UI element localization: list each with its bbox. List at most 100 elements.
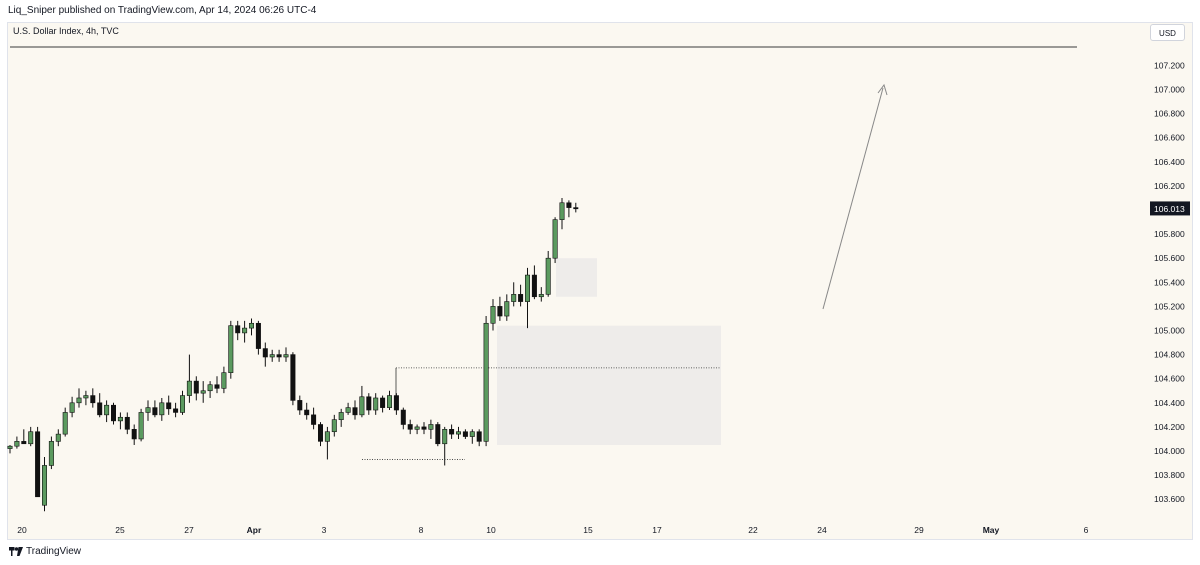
x-axis-tick-label: 3 <box>322 525 327 535</box>
candle-body[interactable] <box>366 396 372 411</box>
candle-body[interactable] <box>83 395 89 399</box>
candle-body[interactable] <box>76 397 82 404</box>
candle-body[interactable] <box>518 294 524 302</box>
y-axis-tick-label: 105.600 <box>1154 253 1185 263</box>
candle-body[interactable] <box>262 348 268 358</box>
candle-body[interactable] <box>497 306 503 317</box>
candle-body[interactable] <box>207 384 213 392</box>
symbol-title[interactable]: U.S. Dollar Index, 4h, TVC <box>13 26 119 36</box>
candle-body[interactable] <box>449 429 455 435</box>
candle-body[interactable] <box>476 431 482 442</box>
candle-body[interactable] <box>483 322 489 442</box>
candle-body[interactable] <box>304 409 310 416</box>
candle-body[interactable] <box>352 407 358 416</box>
footer <box>0 540 1200 565</box>
candle-body[interactable] <box>69 402 75 413</box>
candle-body[interactable] <box>566 202 572 208</box>
candle-body[interactable] <box>152 407 158 416</box>
candle-body[interactable] <box>400 409 406 425</box>
candle-body[interactable] <box>552 219 558 259</box>
candle-body[interactable] <box>428 424 434 430</box>
y-axis-tick-label: 104.400 <box>1154 398 1185 408</box>
chart-pane[interactable] <box>7 22 1193 540</box>
candle-body[interactable] <box>200 390 206 394</box>
y-axis-tick-label: 105.400 <box>1154 277 1185 287</box>
candle-body[interactable] <box>7 445 13 449</box>
candle-body[interactable] <box>131 429 137 440</box>
candle-body[interactable] <box>455 431 461 435</box>
demand-zone-small[interactable] <box>556 258 597 297</box>
candle-body[interactable] <box>90 395 96 404</box>
candle-body[interactable] <box>504 301 510 317</box>
candle-body[interactable] <box>421 426 427 430</box>
candle-body[interactable] <box>180 395 186 413</box>
candle-body[interactable] <box>193 380 199 394</box>
candle-body[interactable] <box>214 384 220 389</box>
candle-body[interactable] <box>393 395 399 411</box>
tradingview-brand[interactable]: TradingView <box>9 546 81 557</box>
candle-body[interactable] <box>186 380 192 396</box>
candle-body[interactable] <box>124 416 130 430</box>
candle-body[interactable] <box>166 402 172 410</box>
candle-body[interactable] <box>373 397 379 411</box>
candle-body[interactable] <box>545 257 551 295</box>
candle-body[interactable] <box>21 441 27 445</box>
candle-body[interactable] <box>48 441 54 466</box>
candle-body[interactable] <box>269 354 275 358</box>
candle-body[interactable] <box>159 402 165 416</box>
candle-body[interactable] <box>41 465 47 506</box>
candle-body[interactable] <box>524 274 530 302</box>
candle-body[interactable] <box>559 202 565 220</box>
candle-body[interactable] <box>221 372 227 389</box>
candle-body[interactable] <box>469 431 475 437</box>
candle-body[interactable] <box>573 207 579 210</box>
candle-body[interactable] <box>538 294 544 298</box>
candle-body[interactable] <box>324 431 330 442</box>
candle-body[interactable] <box>283 354 289 358</box>
candle-body[interactable] <box>386 395 392 408</box>
projection-arrow-line[interactable] <box>822 87 884 310</box>
projection-arrow-head[interactable] <box>877 83 888 96</box>
candle-body[interactable] <box>14 441 20 447</box>
candle-body[interactable] <box>104 404 110 416</box>
candle-body[interactable] <box>249 322 255 329</box>
candle-body[interactable] <box>511 294 517 302</box>
candle-body[interactable] <box>62 412 68 435</box>
x-axis-tick-label: Apr <box>247 525 262 535</box>
candle-body[interactable] <box>414 426 420 430</box>
candle-body[interactable] <box>97 402 103 416</box>
candle-body[interactable] <box>331 419 337 433</box>
candle-body[interactable] <box>345 407 351 413</box>
candle-body[interactable] <box>173 408 179 413</box>
demand-zone-large[interactable] <box>497 325 721 445</box>
candle-body[interactable] <box>145 407 151 413</box>
candle-body[interactable] <box>117 416 123 422</box>
candle-body[interactable] <box>338 412 344 420</box>
y-axis-tick-label: 106.200 <box>1154 181 1185 191</box>
candle-body[interactable] <box>111 404 117 422</box>
candle-body[interactable] <box>228 325 234 373</box>
candle-body[interactable] <box>242 327 248 334</box>
candle-body[interactable] <box>311 414 317 425</box>
candle-body[interactable] <box>255 322 261 349</box>
candle-body[interactable] <box>462 431 468 437</box>
candle-body[interactable] <box>359 396 365 416</box>
currency-button[interactable]: USD <box>1150 24 1185 41</box>
current-price-tag <box>1150 201 1190 216</box>
candle-body[interactable] <box>297 400 303 411</box>
candle-body[interactable] <box>407 424 413 430</box>
candle-body[interactable] <box>55 433 61 442</box>
candle-body[interactable] <box>435 424 441 445</box>
candle-body[interactable] <box>442 429 448 445</box>
candle-body[interactable] <box>35 431 41 498</box>
candle-body[interactable] <box>490 306 496 324</box>
candle-body[interactable] <box>28 431 34 445</box>
candle-body[interactable] <box>138 412 144 440</box>
candle-body[interactable] <box>290 354 296 401</box>
candle-body[interactable] <box>317 424 323 442</box>
candle-body[interactable] <box>380 397 386 408</box>
candle-body[interactable] <box>276 354 282 358</box>
candle-body[interactable] <box>531 274 537 298</box>
candle-body[interactable] <box>235 325 241 334</box>
